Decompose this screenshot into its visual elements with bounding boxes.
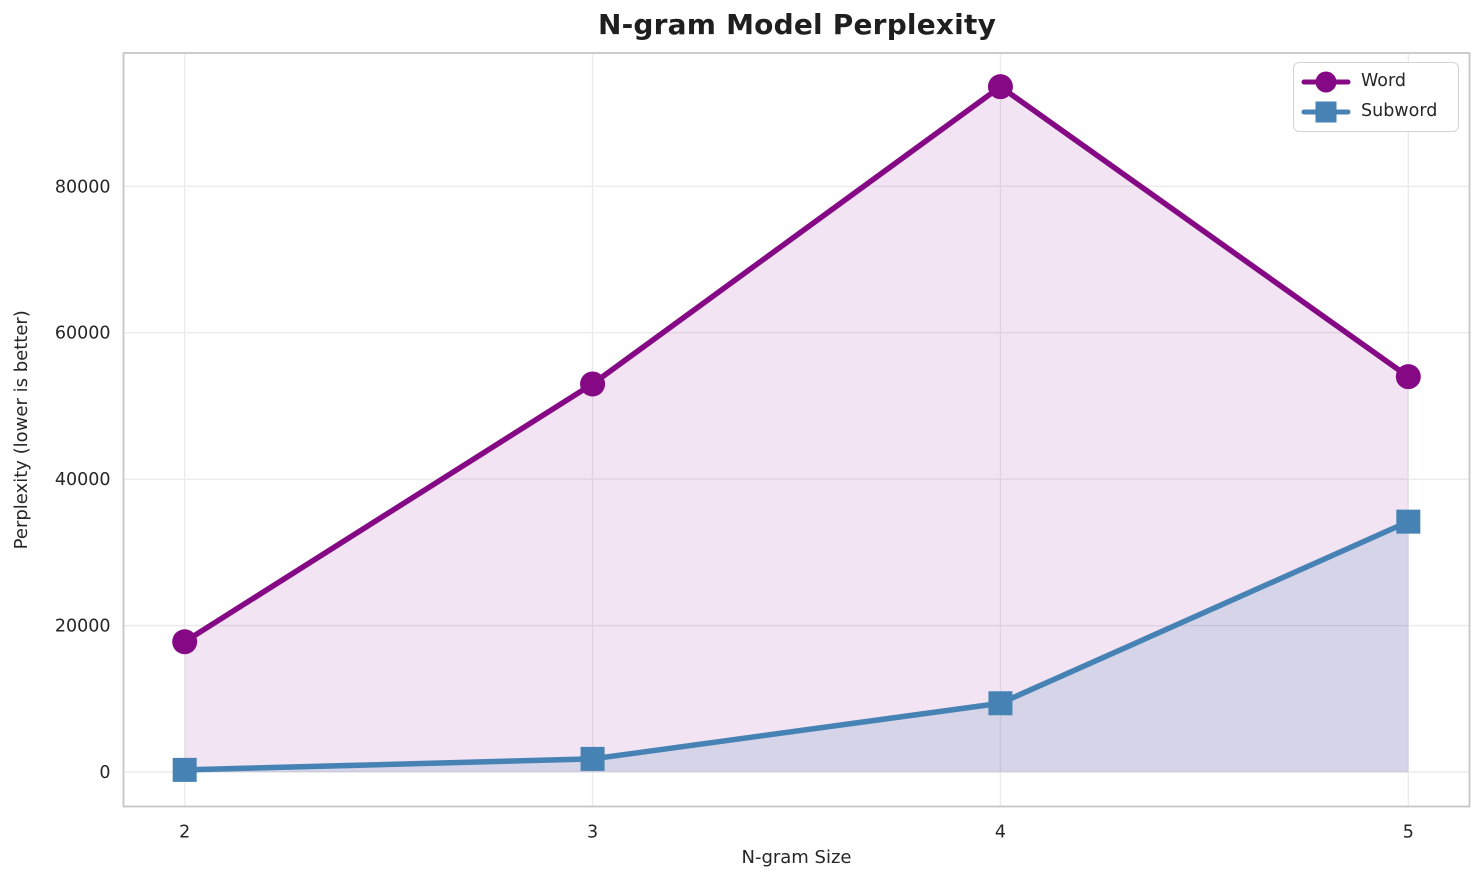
area-fill-layer xyxy=(184,86,1409,773)
y-tick-label: 20000 xyxy=(55,617,111,637)
word-line xyxy=(181,83,1412,645)
subword-marker xyxy=(1396,509,1421,534)
word-marker xyxy=(172,629,198,655)
subword-line xyxy=(181,518,1412,773)
x-tick-label: 5 xyxy=(1403,823,1414,843)
y-axis-label: Perplexity (lower is better) xyxy=(11,310,32,549)
word-marker xyxy=(580,371,606,397)
y-tick-label: 80000 xyxy=(55,177,111,197)
y-tick-label: 0 xyxy=(99,763,110,783)
x-tick-label: 3 xyxy=(587,823,598,843)
legend: Word Subword xyxy=(1293,62,1459,132)
legend-label: Word xyxy=(1361,71,1406,92)
series-marker-layer xyxy=(172,74,1421,782)
tick-label-layer: 2 3 4 5 0 20000 40000 60000 80000 xyxy=(55,177,1414,842)
series-line-layer xyxy=(181,83,1412,773)
legend-item-word: Word xyxy=(1300,67,1452,97)
y-tick-label: 60000 xyxy=(55,324,111,344)
grid-layer xyxy=(123,53,1470,807)
word-marker xyxy=(987,74,1013,100)
subword-legend-marker-icon xyxy=(1301,101,1351,123)
subword-marker xyxy=(988,691,1013,716)
subword-marker xyxy=(172,757,197,782)
word-legend-marker-icon xyxy=(1301,71,1351,93)
x-tick-label: 2 xyxy=(179,823,190,843)
subword-marker xyxy=(580,746,605,771)
y-tick-label: 40000 xyxy=(55,470,111,490)
subword-area-fill xyxy=(184,521,1409,773)
legend-label: Subword xyxy=(1361,101,1438,122)
legend-item-subword: Subword xyxy=(1300,97,1452,127)
x-axis-label: N-gram Size xyxy=(741,847,851,868)
plot-border xyxy=(122,52,1471,808)
chart-title: N-gram Model Perplexity xyxy=(597,8,997,41)
word-area-fill xyxy=(184,86,1409,773)
word-marker xyxy=(1395,364,1421,390)
x-tick-label: 4 xyxy=(995,823,1006,843)
